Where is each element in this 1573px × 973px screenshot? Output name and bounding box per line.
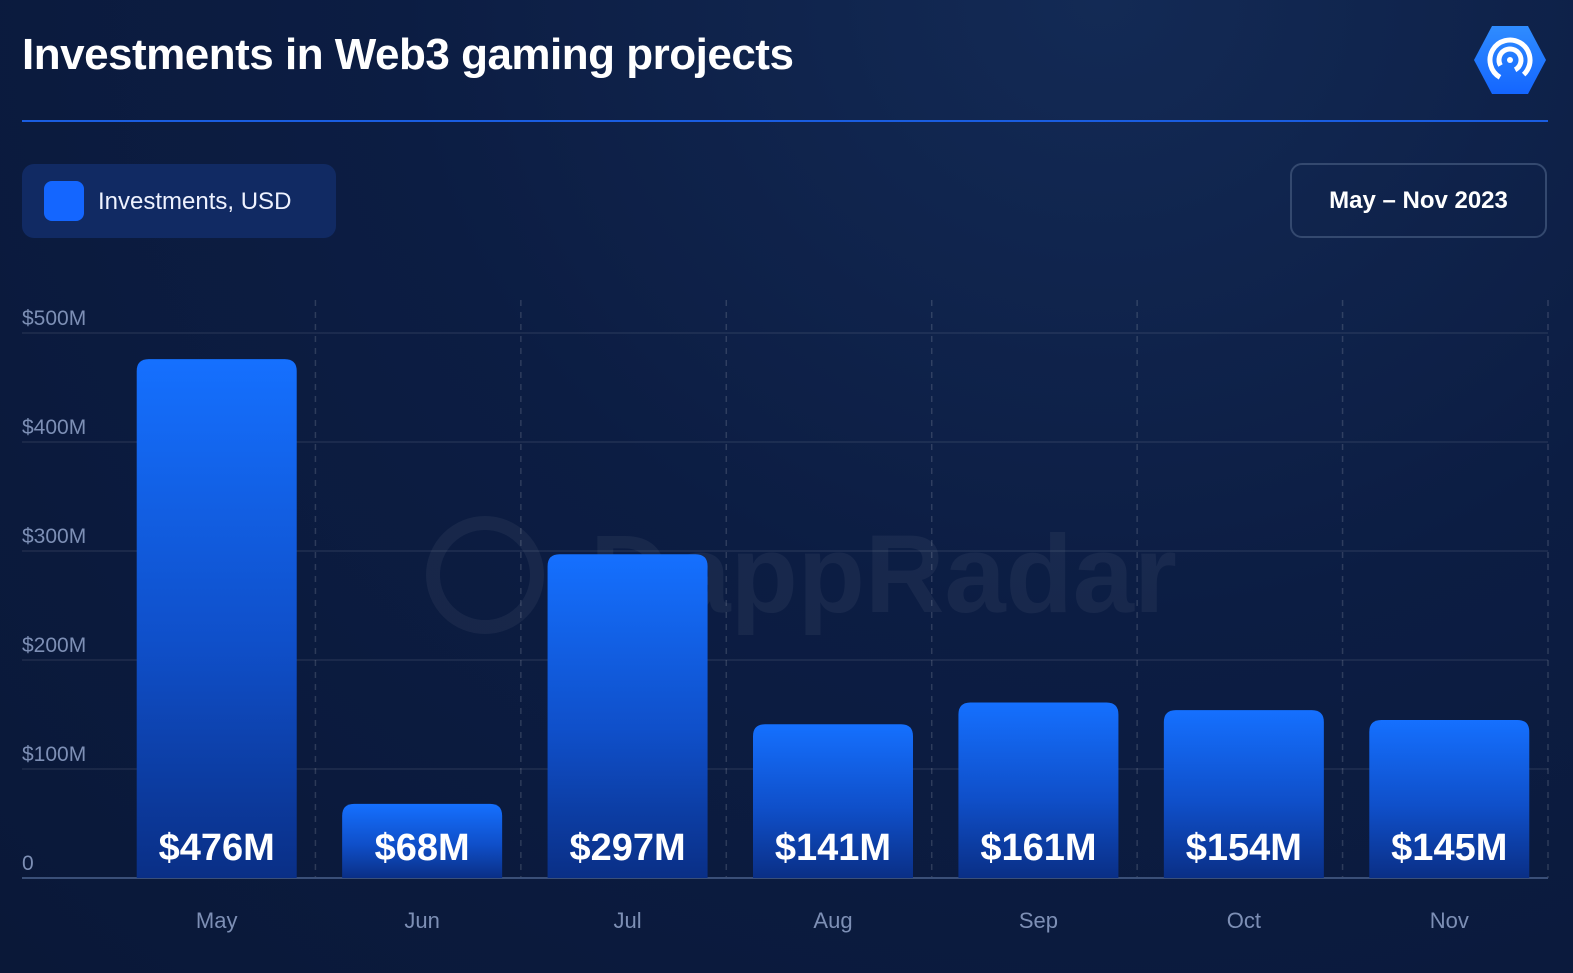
data-label: $161M (980, 827, 1096, 869)
chart-legend: Investments, USD (22, 164, 336, 238)
chart-title: Investments in Web3 gaming projects (22, 30, 794, 79)
bar-jul (547, 554, 708, 878)
legend-swatch (44, 181, 84, 221)
bar-jun (342, 803, 503, 878)
data-label: $141M (775, 827, 891, 869)
data-label: $297M (569, 827, 685, 869)
x-tick-label: Sep (1019, 908, 1058, 933)
bar-may (136, 359, 297, 878)
data-label: $154M (1186, 827, 1302, 869)
data-label: $476M (159, 827, 275, 869)
x-tick-label: May (196, 908, 238, 933)
bars: $476M $68M $297M $141M $161M $154M $145M (136, 359, 1530, 878)
x-tick-label: Oct (1227, 908, 1261, 933)
y-tick-label: $400M (22, 416, 86, 439)
bar-nov (1369, 719, 1530, 878)
y-tick-label: $300M (22, 525, 86, 548)
x-tick-label: Jul (614, 908, 642, 933)
y-axis: 0 $100M $200M $300M $400M $500M (22, 307, 86, 875)
x-tick-label: Jun (404, 908, 439, 933)
bar-oct (1163, 710, 1324, 878)
x-tick-label: Nov (1430, 908, 1469, 933)
data-label: $145M (1391, 827, 1507, 869)
bar-sep (958, 702, 1119, 878)
header-divider (22, 120, 1548, 122)
period-badge: May – Nov 2023 (1290, 163, 1547, 238)
x-axis: May Jun Jul Aug Sep Oct Nov (196, 908, 1469, 933)
y-tick-label: $100M (22, 743, 86, 766)
y-tick-label: $200M (22, 634, 86, 657)
y-tick-label: 0 (22, 852, 34, 875)
x-tick-label: Aug (813, 908, 852, 933)
y-tick-label: $500M (22, 307, 86, 330)
watermark: DappRadar (426, 513, 1177, 636)
dappradar-logo-icon (1474, 26, 1546, 94)
legend-label: Investments, USD (98, 188, 292, 215)
watermark-logo-icon (426, 516, 544, 634)
data-label: $68M (375, 827, 470, 869)
bar-aug (753, 724, 913, 878)
